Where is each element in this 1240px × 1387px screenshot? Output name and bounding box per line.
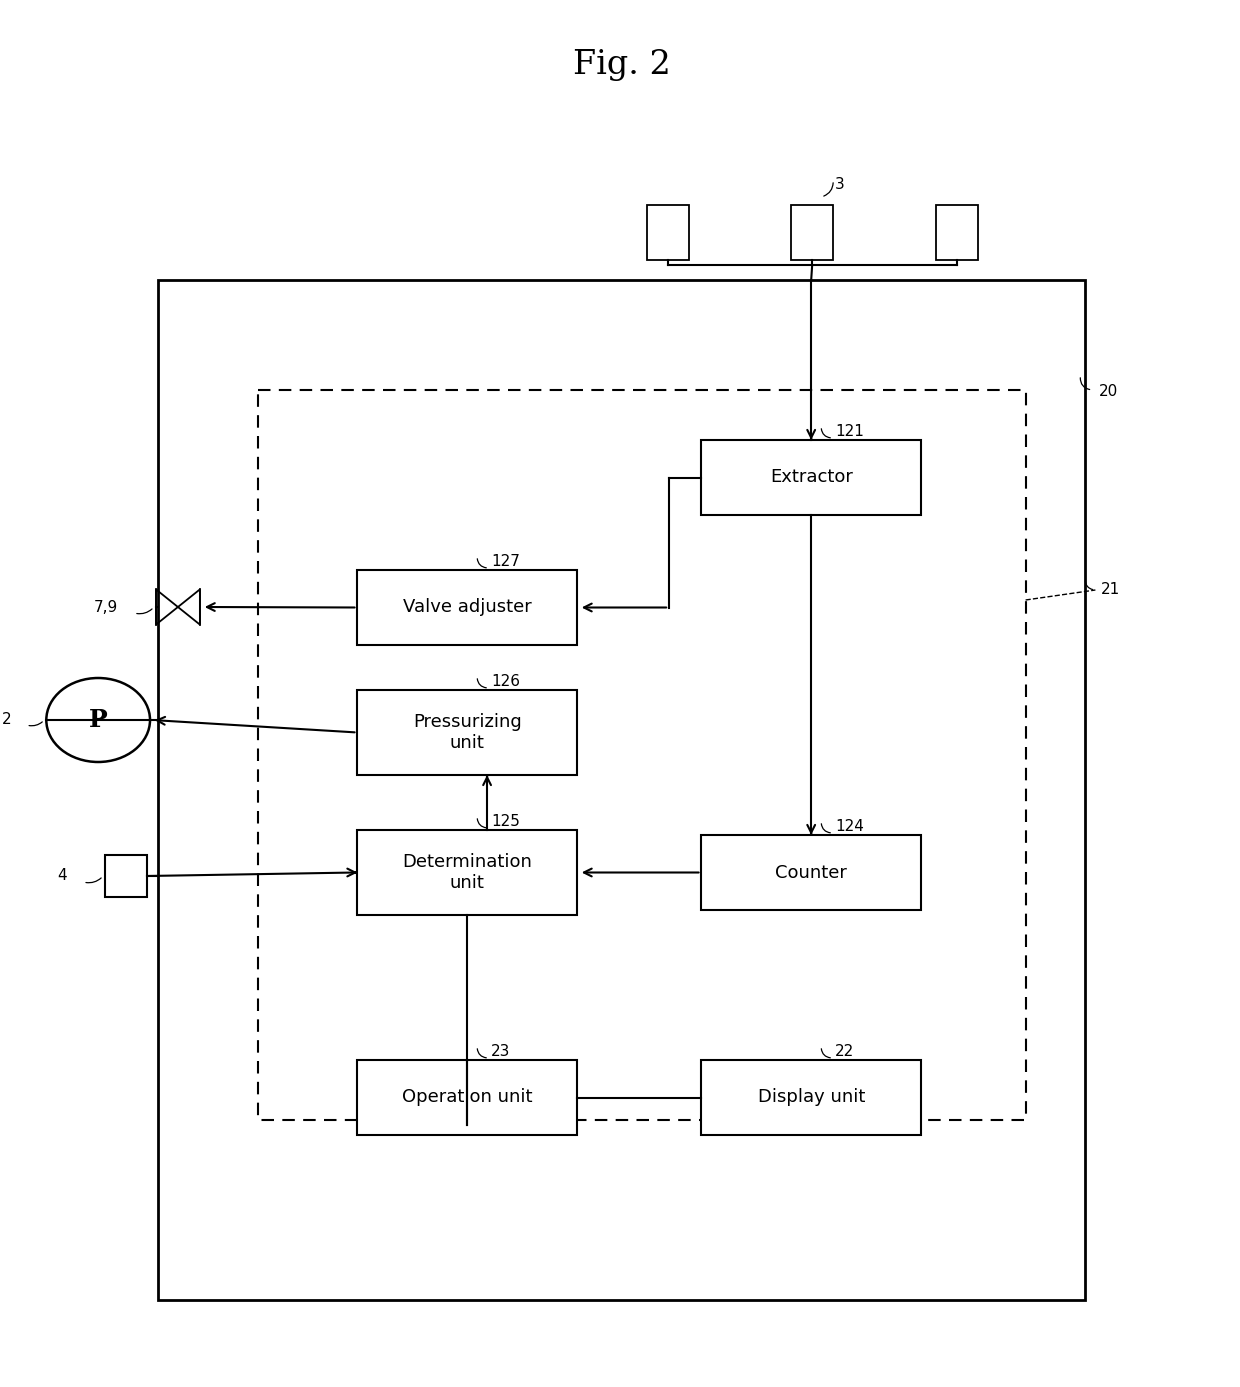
Bar bbox=[702, 835, 921, 910]
Bar bbox=[357, 570, 577, 645]
Text: 124: 124 bbox=[835, 818, 864, 834]
Bar bbox=[702, 440, 921, 515]
Text: 23: 23 bbox=[491, 1044, 511, 1060]
Bar bbox=[357, 829, 577, 915]
Text: Valve adjuster: Valve adjuster bbox=[403, 599, 532, 616]
Text: 127: 127 bbox=[491, 553, 520, 569]
Bar bbox=[646, 205, 688, 259]
Bar bbox=[357, 1060, 577, 1135]
Text: Pressurizing
unit: Pressurizing unit bbox=[413, 713, 522, 752]
Text: 21: 21 bbox=[1100, 583, 1120, 596]
Text: 3: 3 bbox=[835, 178, 844, 191]
Ellipse shape bbox=[46, 678, 150, 761]
Bar bbox=[791, 205, 833, 259]
Text: Fig. 2: Fig. 2 bbox=[573, 49, 671, 80]
Text: 4: 4 bbox=[57, 868, 67, 884]
Text: Extractor: Extractor bbox=[770, 469, 853, 487]
Bar bbox=[157, 280, 1085, 1300]
Bar bbox=[357, 689, 577, 775]
Text: Display unit: Display unit bbox=[758, 1089, 864, 1107]
Bar bbox=[936, 205, 977, 259]
Text: Determination
unit: Determination unit bbox=[402, 853, 532, 892]
Text: 126: 126 bbox=[491, 674, 520, 689]
Text: 121: 121 bbox=[835, 424, 864, 440]
Text: 7,9: 7,9 bbox=[94, 599, 118, 614]
Bar bbox=[702, 1060, 921, 1135]
Bar bbox=[105, 854, 148, 897]
Text: 2: 2 bbox=[1, 713, 11, 728]
Text: Counter: Counter bbox=[775, 864, 847, 882]
Text: Operation unit: Operation unit bbox=[402, 1089, 532, 1107]
Text: 125: 125 bbox=[491, 814, 520, 829]
Bar bbox=[258, 390, 1025, 1119]
Text: P: P bbox=[89, 707, 108, 732]
Text: 20: 20 bbox=[1099, 384, 1117, 399]
Text: 22: 22 bbox=[835, 1044, 854, 1060]
